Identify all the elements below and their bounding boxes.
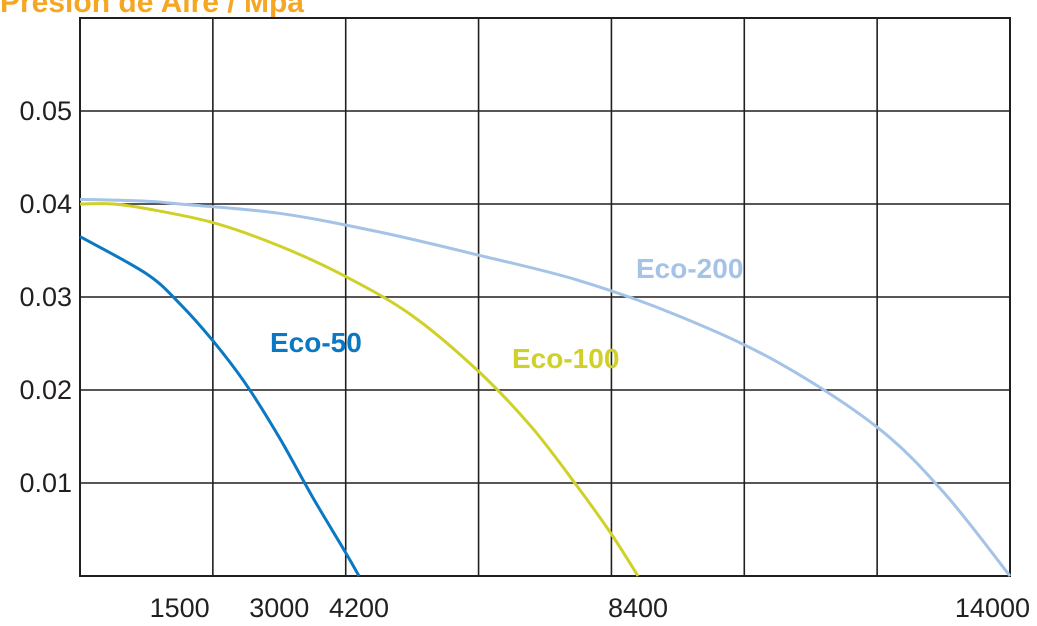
x-tick-label: 14000 (955, 593, 1030, 623)
chart-title: Presión de Aire / Mpa (0, 0, 304, 19)
series-label-eco-100: Eco-100 (512, 343, 619, 374)
x-tick-label: 3000 (249, 593, 309, 623)
y-tick-label: 0.04 (19, 189, 72, 219)
series-lines (79, 197, 1012, 577)
x-tick-label: 1500 (150, 593, 210, 623)
series-line-eco-50 (79, 235, 361, 577)
series-label-eco-200: Eco-200 (636, 253, 743, 284)
series-line-eco-100 (79, 202, 640, 577)
y-axis-ticks: 0.01 0.02 0.03 0.04 0.05 (19, 96, 72, 498)
x-axis-ticks: 1500 3000 4200 8400 14000 (150, 593, 1030, 623)
y-tick-label: 0.05 (19, 96, 72, 126)
y-tick-label: 0.02 (19, 375, 72, 405)
series-line-eco-200 (79, 197, 1012, 577)
x-tick-label: 4200 (329, 593, 389, 623)
y-tick-label: 0.03 (19, 282, 72, 312)
x-tick-label: 8400 (608, 593, 668, 623)
grid (79, 17, 1011, 577)
series-labels: Eco-50 Eco-100 Eco-200 (270, 253, 743, 374)
y-tick-label: 0.01 (19, 468, 72, 498)
series-label-eco-50: Eco-50 (270, 327, 362, 358)
